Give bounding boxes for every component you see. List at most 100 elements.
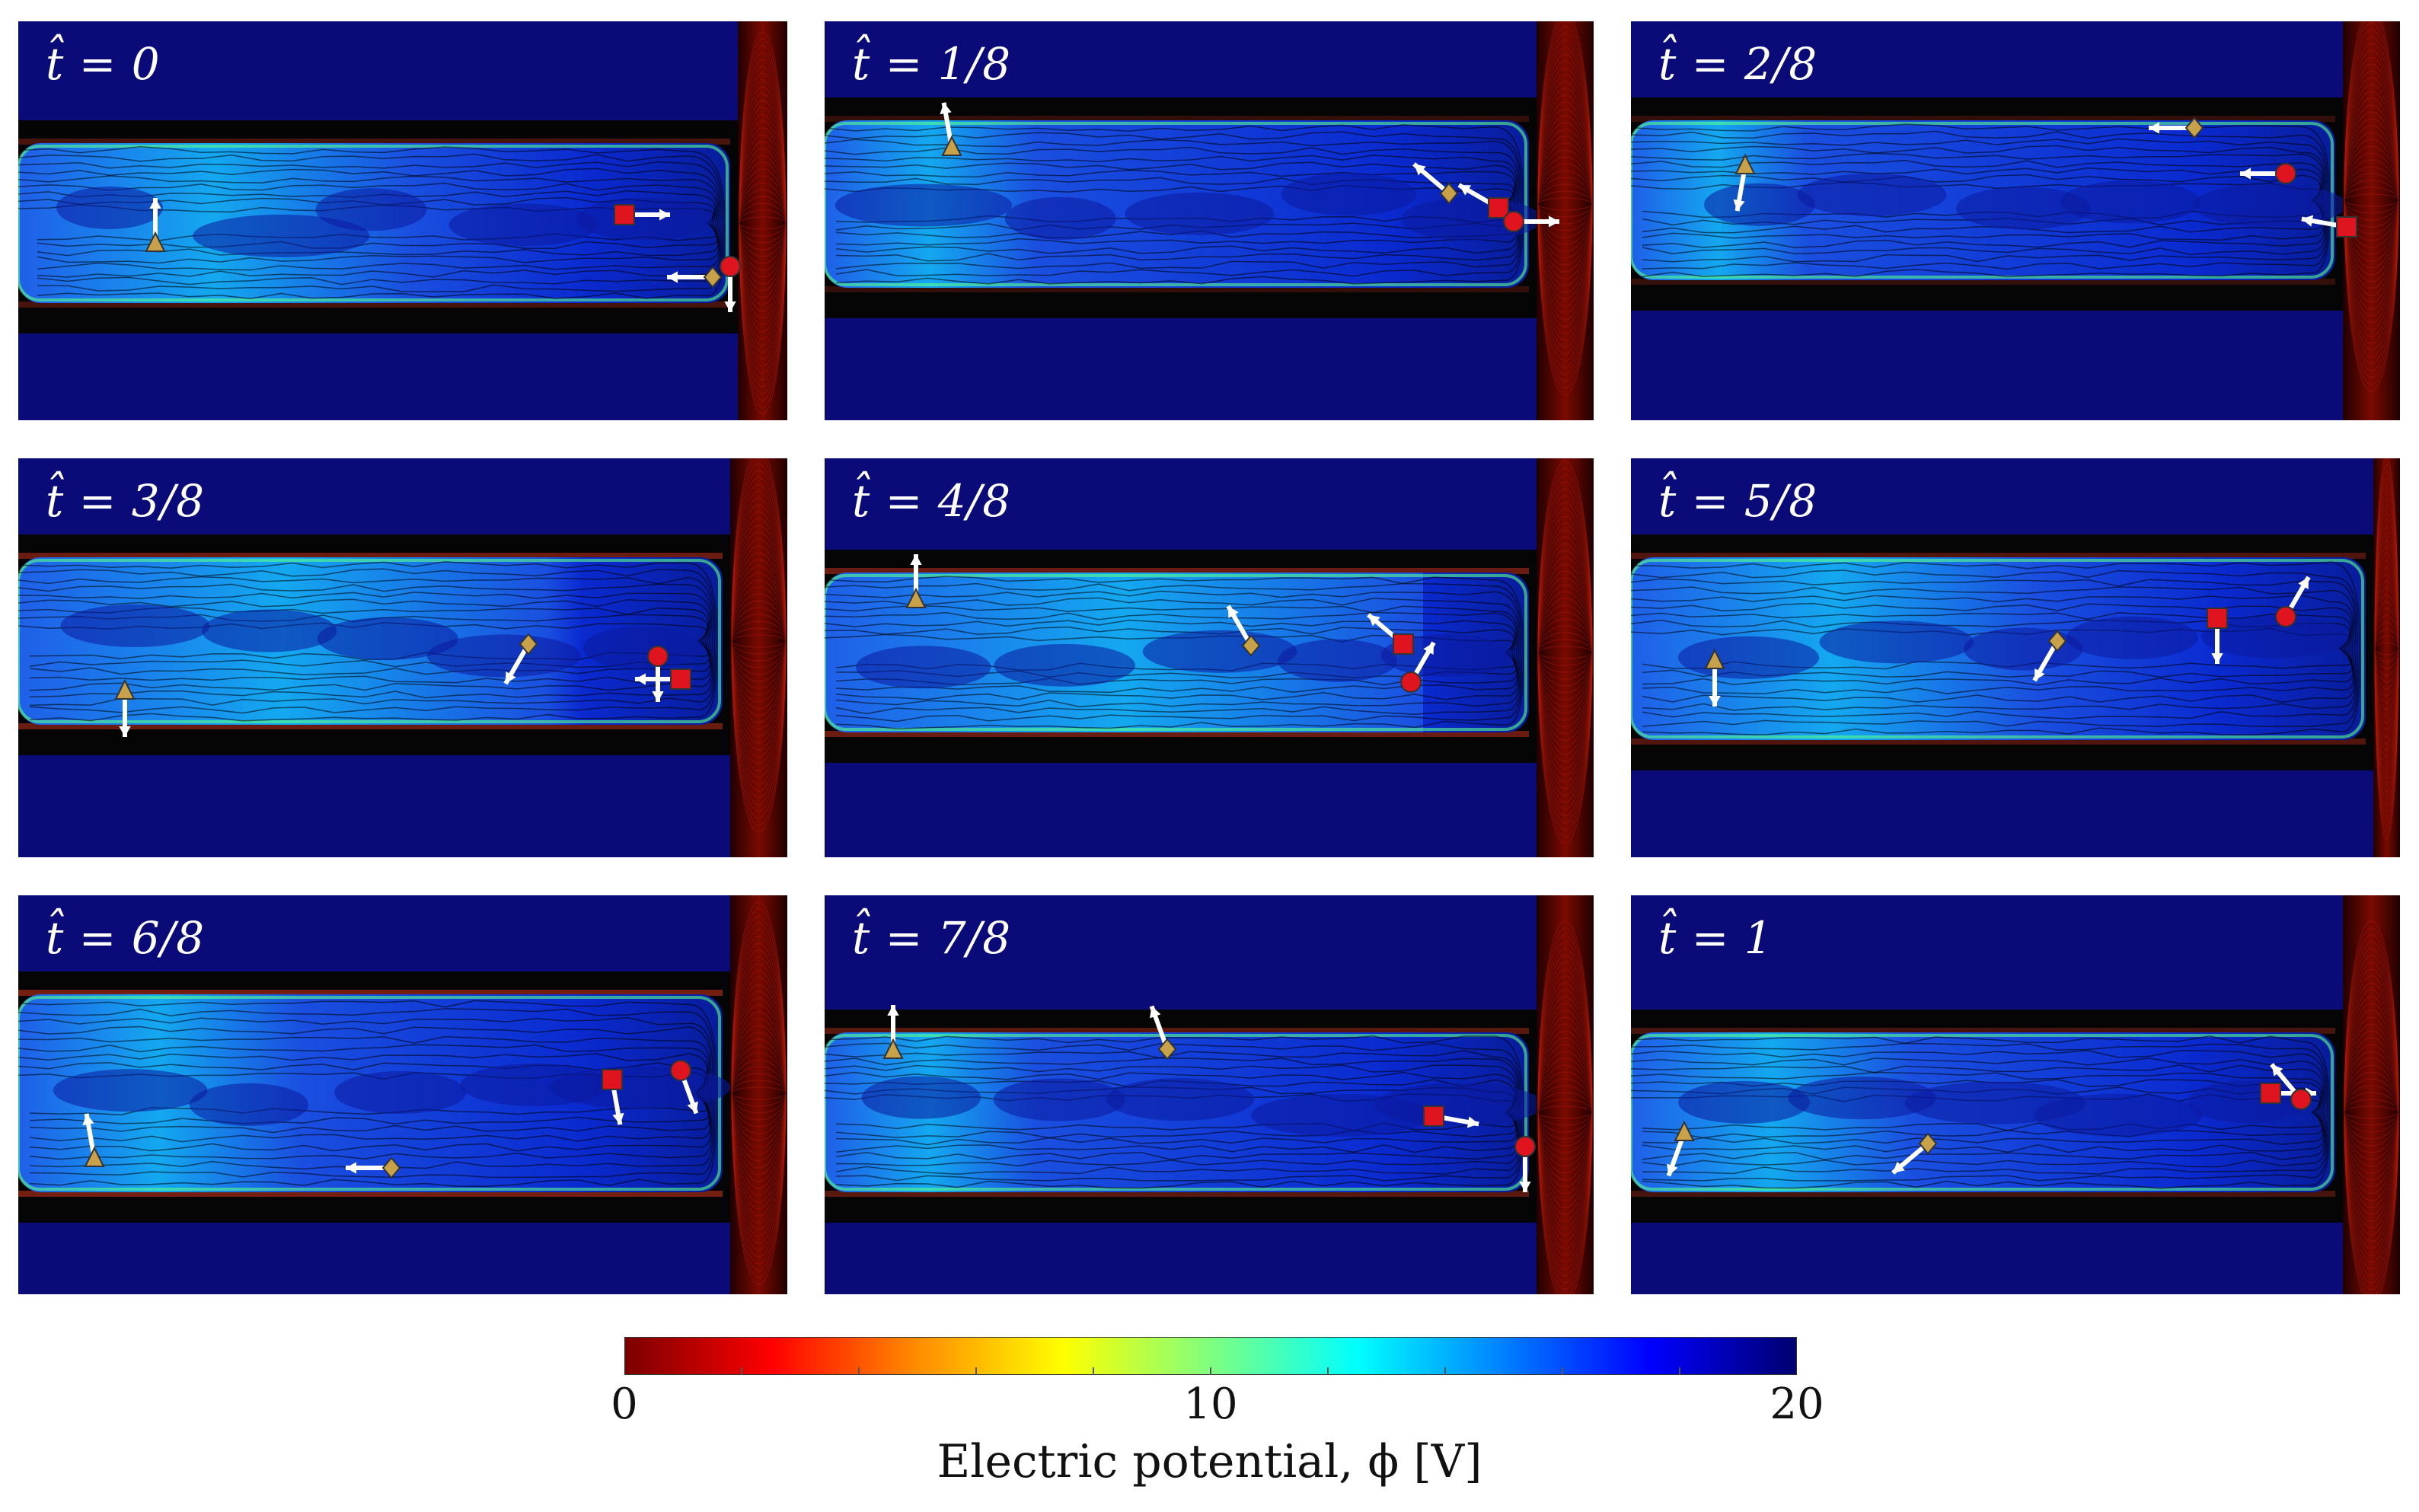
circle-marker — [2275, 606, 2296, 627]
triangle-marker — [941, 135, 962, 156]
contour-line — [1631, 1064, 2325, 1160]
tracer-markers — [940, 102, 1559, 232]
wall-contour — [1537, 21, 1593, 396]
contour-line — [18, 561, 718, 722]
contour-line — [18, 598, 712, 684]
contour-line — [18, 583, 713, 699]
potential-core — [53, 1069, 208, 1112]
tracer-markers — [905, 554, 1436, 693]
edge-glow-bottom — [1631, 1191, 2335, 1197]
potential-core — [2201, 615, 2350, 659]
potential-core — [1963, 627, 2083, 671]
potential-core — [189, 1083, 309, 1126]
arrow-head — [1893, 1161, 1905, 1173]
wall-contours — [2374, 458, 2399, 841]
potential-core — [334, 1070, 467, 1114]
potential-core — [1788, 1077, 1936, 1120]
potential-field — [1631, 895, 2400, 1294]
tracer-markers — [114, 633, 691, 737]
contour-line — [1631, 602, 2354, 694]
arrow-head — [687, 1101, 698, 1114]
square-marker — [1423, 1105, 1444, 1127]
edge-glow-bottom — [18, 301, 730, 308]
colorbar — [624, 1337, 1797, 1375]
panel-t8: t̂ = 1 — [1631, 895, 2400, 1294]
contour-line — [825, 611, 1518, 694]
contour-line — [18, 606, 711, 676]
electrode-wall — [1537, 458, 1594, 857]
potential-core — [2060, 180, 2201, 224]
tracer-markers — [82, 1060, 699, 1179]
contour-line — [18, 146, 726, 299]
panel-t1: t̂ = 1/8 — [825, 21, 1594, 420]
arrow-head — [1466, 1116, 1479, 1128]
potential-core — [315, 188, 427, 231]
contour-line — [1631, 1035, 2331, 1189]
panel-time-label: t̂ = 3/8 — [46, 475, 206, 527]
triangle-marker — [114, 678, 136, 700]
edge-glow-top — [825, 116, 1529, 122]
arrow-head — [1228, 606, 1239, 619]
potential-field — [18, 458, 787, 857]
arrow-head — [2211, 652, 2223, 664]
electrode-wall — [738, 21, 787, 420]
contour-line — [18, 568, 716, 714]
arrow-head — [2149, 122, 2160, 134]
panel-time-label: t̂ = 5/8 — [1658, 475, 1818, 527]
arrow-head — [149, 198, 161, 209]
arrow-head — [2034, 668, 2045, 681]
potential-core — [1677, 636, 1820, 679]
wall-contour — [739, 31, 787, 415]
contour-line — [1631, 595, 2355, 703]
contour-line — [18, 167, 721, 278]
arrow-head — [119, 726, 131, 737]
triangle-marker — [882, 1038, 904, 1059]
arrow-head — [1709, 695, 1721, 707]
edge-glow-bottom — [825, 286, 1529, 292]
potential-core — [2192, 183, 2347, 227]
potential-core — [550, 1066, 731, 1109]
square-marker — [2336, 216, 2357, 238]
circle-marker — [670, 1060, 691, 1081]
arrow-head — [940, 102, 952, 115]
contour-line — [825, 604, 1519, 700]
triangle-marker — [1674, 1120, 1695, 1141]
panel-time-label: t̂ = 1/8 — [852, 38, 1012, 90]
wall-contour — [731, 458, 787, 833]
edge-glow-bottom — [1631, 279, 2335, 285]
contour-line — [1631, 612, 2354, 686]
potential-core — [201, 609, 337, 652]
wall-contour — [2344, 920, 2399, 1294]
triangle-marker — [145, 231, 166, 252]
panel-t5: t̂ = 5/8 — [1631, 458, 2400, 857]
contour-line — [1631, 1057, 2326, 1168]
tracer-markers — [1733, 116, 2357, 238]
panel-time-label: t̂ = 7/8 — [852, 912, 1012, 964]
arrow-head — [1414, 164, 1426, 176]
panel-t0: t̂ = 0 — [18, 21, 787, 420]
diamond-marker — [703, 266, 723, 289]
panel-t7: t̂ = 7/8 — [825, 895, 1594, 1294]
arrow-head — [1733, 199, 1745, 212]
contour-lines — [1631, 561, 2360, 735]
arrow-head — [724, 301, 736, 312]
diamond-marker — [1241, 634, 1261, 657]
arrow-head — [1548, 215, 1559, 228]
arrow-head — [1423, 643, 1434, 656]
panel-t4: t̂ = 4/8 — [825, 458, 1594, 857]
panel-time-label: t̂ = 6/8 — [46, 912, 206, 964]
diamond-marker — [1918, 1132, 1938, 1155]
potential-core — [1374, 1083, 1544, 1126]
potential-core — [994, 643, 1135, 687]
wall-contours — [2344, 21, 2399, 392]
square-marker — [614, 204, 635, 225]
edge-glow-top — [1631, 116, 2335, 122]
halo-contour — [1631, 1034, 2334, 1191]
square-marker — [2260, 1083, 2281, 1104]
edge-glow-top — [1631, 1028, 2335, 1034]
square-marker — [602, 1069, 623, 1090]
contour-line — [1631, 619, 2353, 678]
wall-contours — [1537, 920, 1593, 1294]
potential-field — [825, 21, 1594, 420]
halo-contour — [18, 145, 729, 301]
